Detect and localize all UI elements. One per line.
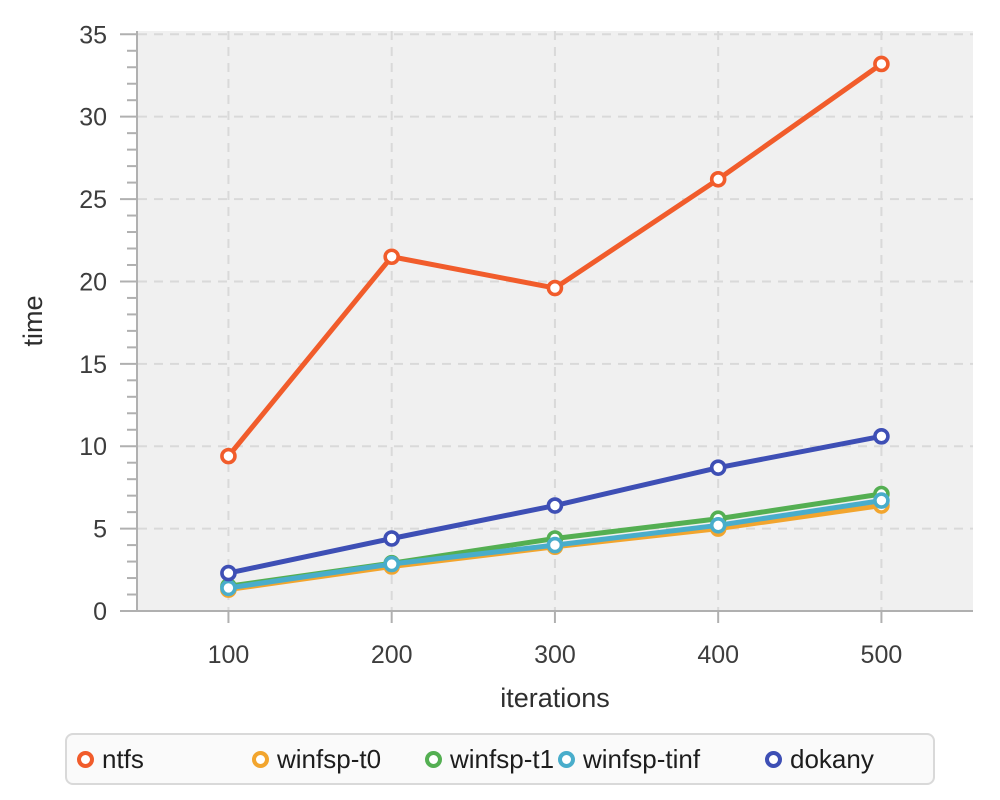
marker-winfsp-tinf-100 bbox=[220, 579, 237, 597]
marker-dokany-100 bbox=[220, 564, 237, 582]
winfsp-tinf-legend-marker-icon bbox=[558, 750, 575, 768]
marker-ntfs-100 bbox=[220, 447, 237, 465]
y-axis-title: time bbox=[18, 295, 48, 346]
marker-winfsp-tinf-400 bbox=[709, 517, 727, 534]
x-tick-label: 500 bbox=[861, 641, 903, 669]
legend-item-winfsp-t0: winfsp-t0 bbox=[252, 746, 425, 772]
legend-label: winfsp-t0 bbox=[277, 744, 382, 774]
marker-ntfs-500 bbox=[873, 55, 890, 73]
marker-dokany-300 bbox=[546, 497, 564, 514]
legend-item-ntfs: ntfs bbox=[77, 746, 252, 772]
legend-item-winfsp-tinf: winfsp-tinf bbox=[558, 746, 765, 772]
x-tick-label: 200 bbox=[371, 641, 413, 669]
line-chart: 0 5 10 15 20 25 30 35 100 200 300 400 500 time itera… bbox=[18, 21, 973, 713]
y-tick-label: 5 bbox=[93, 516, 107, 544]
y-tick-label: 15 bbox=[79, 351, 107, 379]
marker-ntfs-200 bbox=[383, 248, 400, 266]
y-tick-label: 0 bbox=[93, 598, 107, 626]
marker-winfsp-tinf-500 bbox=[873, 492, 890, 509]
legend-item-dokany: dokany bbox=[765, 746, 874, 772]
dokany-legend-marker-icon bbox=[765, 750, 782, 768]
marker-winfsp-tinf-300 bbox=[546, 536, 564, 554]
y-tick-label: 20 bbox=[79, 268, 107, 296]
x-tick-label: 400 bbox=[697, 641, 739, 669]
x-tick-label: 300 bbox=[534, 641, 576, 669]
legend-label: ntfs bbox=[102, 744, 144, 774]
marker-ntfs-300 bbox=[546, 279, 564, 297]
marker-winfsp-tinf-200 bbox=[383, 555, 400, 573]
axes bbox=[120, 31, 973, 623]
legend: ntfs winfsp-t0 winfsp-t1 winfsp-tinf dokany bbox=[65, 733, 935, 785]
marker-ntfs-400 bbox=[709, 170, 727, 188]
legend-label: winfsp-tinf bbox=[583, 744, 701, 774]
y-tick-label: 25 bbox=[79, 186, 107, 214]
winfsp-t0-legend-marker-icon bbox=[252, 750, 269, 768]
marker-dokany-200 bbox=[383, 530, 400, 547]
legend-label: winfsp-t1 bbox=[450, 744, 555, 774]
y-tick-label: 35 bbox=[79, 21, 107, 49]
marker-dokany-400 bbox=[709, 459, 727, 476]
winfsp-t1-legend-marker-icon bbox=[425, 750, 442, 768]
x-axis-title: iterations bbox=[500, 683, 610, 713]
tick-labels: 0 5 10 15 20 25 30 35 100 200 300 400 500 bbox=[79, 21, 902, 669]
series-lines bbox=[220, 55, 890, 598]
y-tick-label: 10 bbox=[79, 433, 107, 461]
ntfs-legend-marker-icon bbox=[77, 750, 94, 768]
x-tick-label: 100 bbox=[208, 641, 250, 669]
legend-label: dokany bbox=[790, 744, 874, 774]
y-tick-label: 30 bbox=[79, 104, 107, 132]
legend-item-winfsp-t1: winfsp-t1 bbox=[425, 746, 558, 772]
marker-dokany-500 bbox=[873, 428, 890, 445]
